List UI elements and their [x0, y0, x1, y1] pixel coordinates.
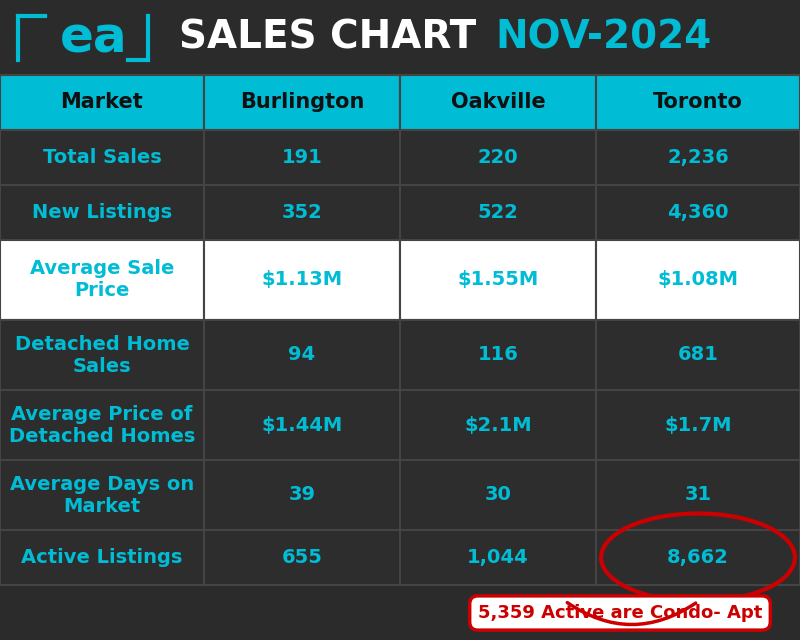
- Bar: [400, 390, 596, 460]
- Bar: [400, 240, 596, 320]
- Text: $2.1M: $2.1M: [464, 415, 532, 435]
- Bar: [596, 130, 800, 185]
- Bar: [204, 530, 400, 585]
- Bar: [0, 240, 204, 320]
- Text: $1.08M: $1.08M: [658, 271, 738, 289]
- Bar: [400, 130, 596, 185]
- Text: Active Listings: Active Listings: [22, 548, 182, 567]
- Bar: [204, 390, 400, 460]
- Text: Detached Home
Sales: Detached Home Sales: [14, 335, 190, 376]
- Bar: [0, 0, 800, 75]
- Bar: [400, 75, 596, 130]
- Text: 39: 39: [289, 486, 315, 504]
- Bar: [400, 320, 596, 390]
- Text: 220: 220: [478, 148, 518, 167]
- Text: 681: 681: [678, 346, 718, 365]
- Text: NOV-2024: NOV-2024: [495, 19, 711, 56]
- Bar: [204, 185, 400, 240]
- Text: $1.55M: $1.55M: [458, 271, 538, 289]
- Text: 31: 31: [685, 486, 711, 504]
- Text: 1,044: 1,044: [467, 548, 529, 567]
- Text: Burlington: Burlington: [240, 93, 364, 113]
- Bar: [0, 460, 204, 530]
- Bar: [0, 130, 204, 185]
- Text: 8,662: 8,662: [667, 548, 729, 567]
- Bar: [596, 185, 800, 240]
- Bar: [400, 185, 596, 240]
- Text: 191: 191: [282, 148, 322, 167]
- Text: Oakville: Oakville: [450, 93, 546, 113]
- Bar: [596, 530, 800, 585]
- Bar: [596, 240, 800, 320]
- Bar: [0, 390, 204, 460]
- Bar: [596, 390, 800, 460]
- Bar: [0, 75, 204, 130]
- Text: Average Sale
Price: Average Sale Price: [30, 259, 174, 301]
- Text: 655: 655: [282, 548, 322, 567]
- Bar: [204, 320, 400, 390]
- Bar: [0, 185, 204, 240]
- Text: SALES CHART: SALES CHART: [179, 19, 490, 56]
- Text: 116: 116: [478, 346, 518, 365]
- Text: 2,236: 2,236: [667, 148, 729, 167]
- Text: Average Days on
Market: Average Days on Market: [10, 474, 194, 515]
- Text: ea: ea: [60, 15, 128, 63]
- Bar: [596, 75, 800, 130]
- Bar: [204, 75, 400, 130]
- Text: $1.7M: $1.7M: [664, 415, 732, 435]
- Bar: [204, 130, 400, 185]
- Text: 5,359 Active are Condo- Apt: 5,359 Active are Condo- Apt: [478, 604, 762, 622]
- Bar: [0, 320, 204, 390]
- Bar: [400, 530, 596, 585]
- Bar: [204, 460, 400, 530]
- Bar: [400, 460, 596, 530]
- Text: 30: 30: [485, 486, 511, 504]
- Text: New Listings: New Listings: [32, 203, 172, 222]
- Text: Toronto: Toronto: [653, 93, 743, 113]
- Text: Market: Market: [61, 93, 143, 113]
- Text: 94: 94: [289, 346, 315, 365]
- Text: 4,360: 4,360: [667, 203, 729, 222]
- Bar: [204, 240, 400, 320]
- Text: Average Price of
Detached Homes: Average Price of Detached Homes: [9, 404, 195, 445]
- Text: $1.44M: $1.44M: [262, 415, 342, 435]
- Text: Total Sales: Total Sales: [42, 148, 162, 167]
- Bar: [596, 460, 800, 530]
- Text: $1.13M: $1.13M: [262, 271, 342, 289]
- Text: 352: 352: [282, 203, 322, 222]
- Bar: [596, 320, 800, 390]
- Bar: [0, 530, 204, 585]
- Text: 522: 522: [478, 203, 518, 222]
